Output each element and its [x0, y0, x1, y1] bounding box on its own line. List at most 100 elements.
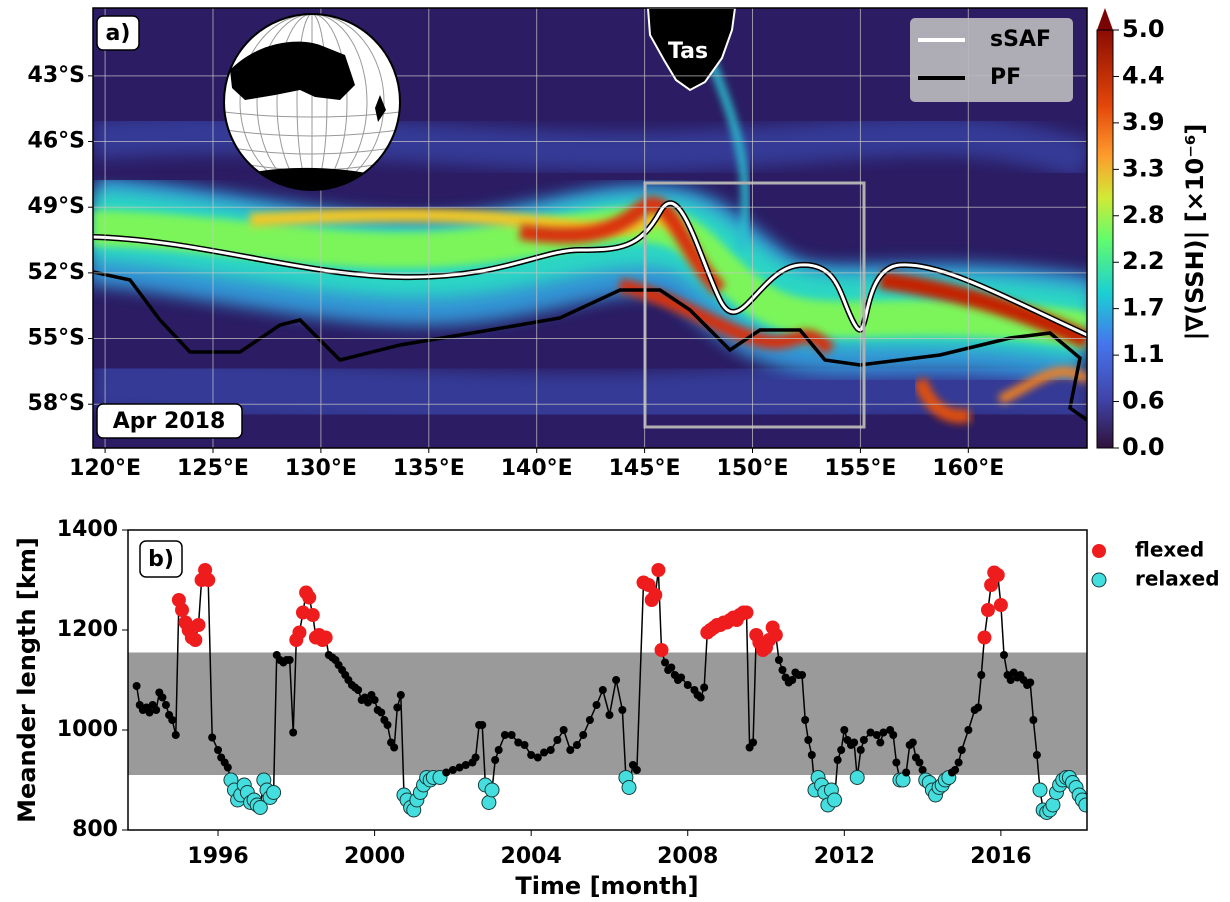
data-point [370, 696, 379, 704]
data-point [214, 746, 223, 754]
colorbar-tick-label: 2.8 [1122, 201, 1165, 229]
data-point [856, 746, 865, 754]
data-point [618, 706, 627, 714]
colorbar-label: |∇(SSH)| [×10⁻⁶] [1181, 124, 1209, 341]
date-label: Apr 2018 [113, 409, 226, 434]
data-point [651, 563, 666, 577]
front-line [93, 270, 1087, 422]
x-tick-label: 120°E [69, 456, 141, 481]
legend-marker [1091, 572, 1107, 588]
data-point [292, 625, 307, 640]
x-tick-label: 130°E [285, 456, 357, 481]
data-point [566, 746, 575, 754]
data-point [393, 703, 402, 712]
data-point [289, 728, 298, 737]
data-point [208, 733, 217, 742]
data-point [377, 708, 386, 717]
legend-label: PF [990, 65, 1021, 90]
data-point [1032, 751, 1041, 759]
label-box [96, 15, 140, 51]
data-point [918, 766, 927, 774]
data-point [585, 716, 594, 724]
data-point [774, 656, 783, 664]
legend-label: relaxed [1135, 567, 1220, 591]
front-line [93, 201, 1087, 337]
data-point [1078, 797, 1087, 813]
x-tick-label: 150°E [717, 456, 789, 481]
data-point [390, 743, 399, 752]
plot-frame [127, 529, 1088, 831]
data-point [667, 663, 676, 672]
data-point [605, 711, 614, 719]
data-point [305, 608, 320, 622]
data-point [527, 751, 536, 759]
x-tick-label: 125°E [177, 456, 249, 481]
data-point [984, 578, 999, 592]
label-box [139, 540, 183, 578]
plot-area [128, 563, 1087, 820]
globe-inset [223, 13, 401, 191]
data-point [175, 603, 190, 617]
data-point [827, 792, 843, 808]
panel-label: a) [106, 21, 131, 46]
data-point [872, 731, 881, 739]
data-point [471, 753, 480, 762]
data-point [804, 736, 813, 744]
data-point [1000, 651, 1009, 659]
data-point [954, 758, 963, 767]
x-tick-label: 155°E [824, 456, 896, 481]
y-tick-label: 52°S [28, 260, 85, 285]
data-point [145, 708, 154, 717]
colorbar-frame [1096, 29, 1114, 449]
legend-marker [1092, 544, 1106, 558]
data-point [171, 731, 180, 739]
data-point [977, 671, 986, 679]
data-point [132, 682, 141, 690]
legend-label: sSAF [990, 27, 1051, 52]
data-point [889, 731, 898, 739]
data-point [902, 768, 911, 777]
x-tick-label: 2012 [814, 844, 875, 869]
x-tick-label: 140°E [501, 456, 573, 481]
panel-label: b) [148, 547, 174, 572]
data-point [957, 746, 966, 754]
data-point [191, 618, 206, 632]
x-tick-label: 160°E [932, 456, 1004, 481]
data-point [801, 716, 810, 724]
y-tick-label: 800 [72, 817, 118, 842]
x-tick-label: 2004 [501, 844, 562, 869]
data-point [500, 731, 509, 739]
y-tick-label: 1400 [57, 517, 118, 542]
data-point [879, 728, 888, 737]
data-point [677, 673, 686, 682]
data-point [915, 758, 924, 767]
x-tick-label: 135°E [393, 456, 465, 481]
data-point [840, 726, 849, 734]
data-point [1026, 678, 1035, 687]
data-point [553, 736, 562, 744]
data-point [572, 741, 581, 749]
data-point [481, 795, 497, 810]
y-tick-label: 1200 [57, 617, 118, 642]
data-point [980, 603, 995, 617]
data-point [778, 666, 787, 674]
data-point [1029, 716, 1038, 724]
data-point [520, 741, 529, 749]
data-point [849, 770, 865, 785]
data-point [833, 756, 842, 764]
data-point [768, 628, 783, 642]
data-point [442, 768, 451, 777]
data-point [859, 736, 868, 744]
data-point [158, 693, 167, 702]
colorbar [1097, 30, 1113, 448]
colorbar-tick-label: 2.2 [1122, 247, 1165, 275]
data-point [739, 605, 754, 620]
colorbar-tick-label: 0.0 [1122, 433, 1165, 461]
data-point [788, 676, 797, 684]
data-point [908, 738, 917, 747]
data-point [866, 728, 875, 737]
data-point [990, 568, 1005, 582]
data-point [964, 726, 973, 734]
data-point [807, 751, 816, 759]
data-point [559, 726, 568, 734]
